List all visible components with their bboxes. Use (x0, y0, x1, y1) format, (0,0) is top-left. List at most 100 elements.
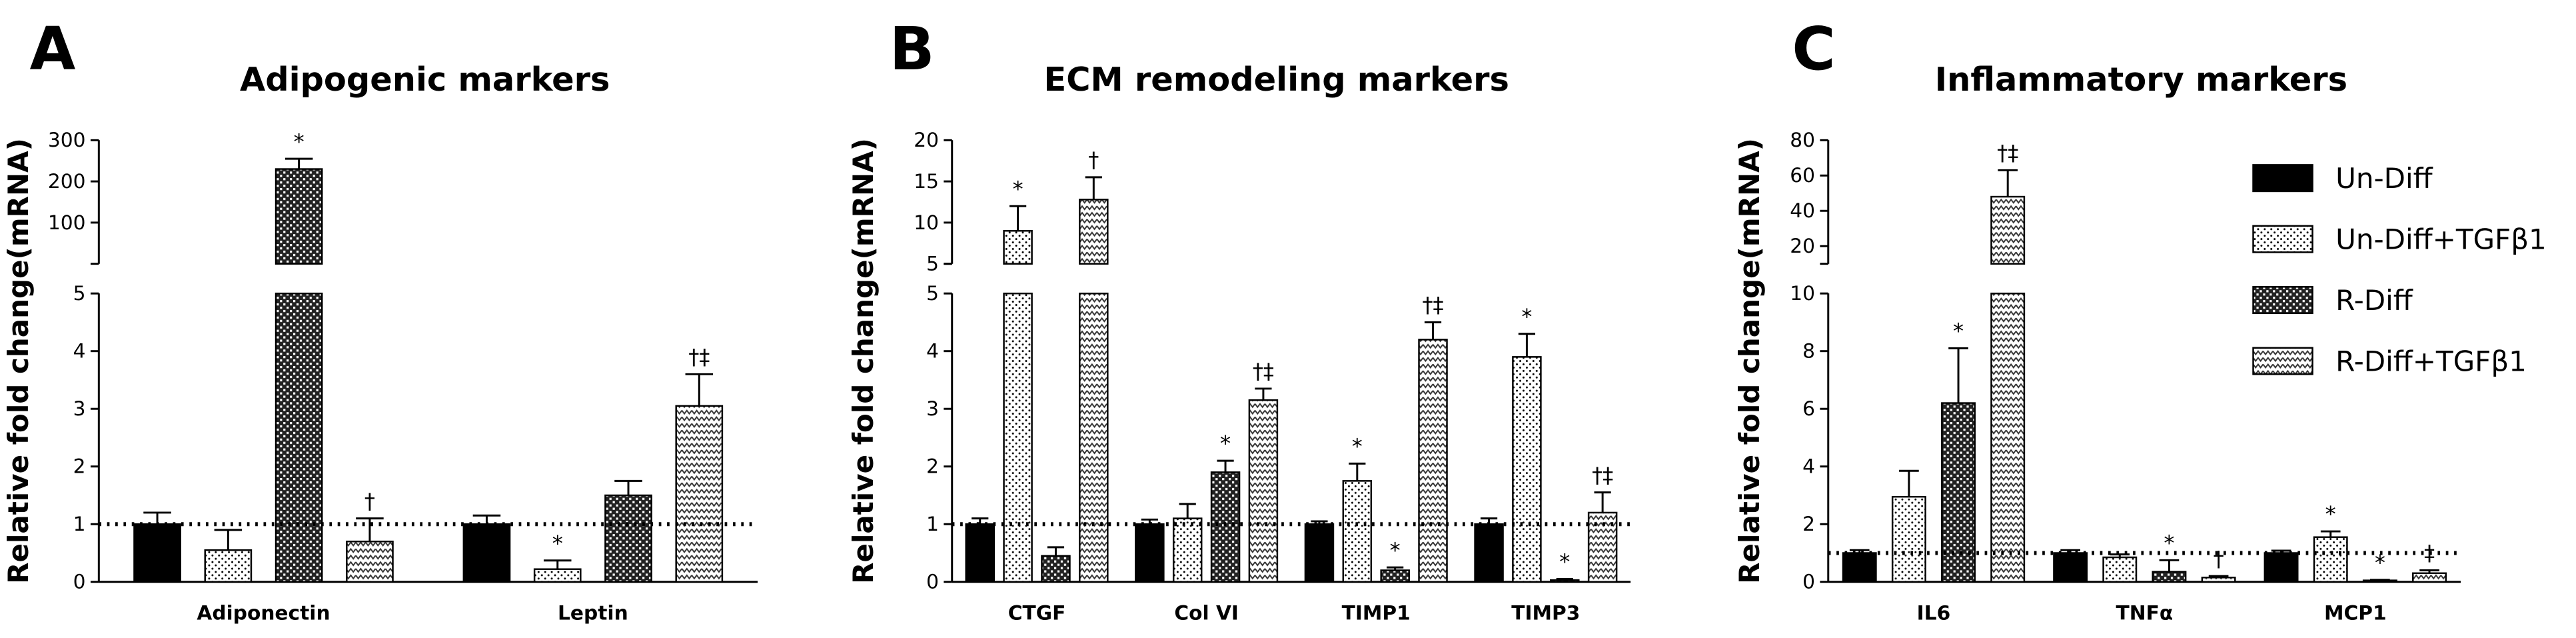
bar (1003, 292, 1033, 583)
panel-letter: C (1792, 14, 1835, 83)
bar (133, 523, 181, 583)
error-bar (1387, 566, 1404, 571)
y-tick-label: 20 (1790, 234, 1815, 257)
bar (1210, 471, 1241, 583)
significance-mark: † (1088, 147, 1099, 173)
bar (2201, 577, 2236, 583)
error-bar (1518, 333, 1536, 357)
bar (1079, 199, 1109, 265)
legend-swatch (2252, 286, 2313, 315)
panel-letter: A (29, 14, 75, 83)
bar (1512, 356, 1542, 583)
y-tick-label: 5 (73, 281, 86, 305)
panel-letter: B (890, 14, 935, 83)
significance-mark: * (294, 129, 305, 154)
chart-title: Inflammatory markers (1935, 60, 2347, 99)
significance-mark: † (364, 489, 375, 514)
bar (1003, 230, 1033, 265)
error-bar (2419, 569, 2439, 573)
x-tick-label: Leptin (558, 601, 628, 625)
error-bar (1009, 205, 1027, 231)
significance-mark: * (1220, 431, 1231, 456)
y-tick-label: 20 (914, 128, 939, 151)
legend-swatch (2252, 347, 2313, 375)
x-tick-label: Adiponectin (197, 601, 330, 625)
significance-mark: * (2164, 530, 2174, 555)
y-tick-label: 2 (926, 455, 939, 478)
significance-mark: †‡ (688, 344, 710, 369)
bar (604, 494, 652, 583)
bar (1842, 552, 1877, 583)
error-bar (1424, 321, 1442, 340)
error-bar (1255, 387, 1272, 401)
error-bar (2208, 575, 2229, 578)
legend-label: Un-Diff (2335, 162, 2433, 195)
bar (1891, 495, 1926, 583)
bar (1248, 399, 1279, 583)
y-tick-label: 0 (73, 570, 86, 593)
significance-mark: * (1559, 549, 1570, 575)
bar (1941, 402, 1976, 583)
significance-mark: †‡ (1253, 359, 1274, 384)
y-tick-label: 4 (1802, 455, 1815, 478)
bar (1474, 523, 1504, 583)
significance-mark: * (1352, 434, 1363, 459)
bar (204, 549, 253, 583)
y-tick-label: 0 (1802, 570, 1815, 593)
y-tick-label: 3 (73, 397, 86, 420)
error-bar (1085, 176, 1102, 200)
y-tick-label: 8 (1802, 339, 1815, 363)
error-bar (1998, 169, 2018, 197)
bar (1172, 517, 1203, 583)
significance-mark: †‡ (1422, 293, 1443, 318)
legend-swatch (2252, 164, 2313, 193)
error-bar (214, 529, 243, 551)
bar (2313, 536, 2348, 583)
bar (1550, 579, 1580, 583)
y-axis-label: Relative fold change(mRNA) (1733, 138, 1766, 584)
legend-swatch (2252, 225, 2313, 253)
y-tick-label: 1 (926, 512, 939, 535)
error-bar (614, 479, 642, 495)
error-bar (1217, 459, 1234, 473)
bar (1342, 480, 1373, 583)
x-tick-label: TIMP1 (1342, 601, 1411, 625)
bar (462, 523, 511, 583)
bar (346, 540, 394, 583)
significance-mark: †‡ (1997, 140, 2018, 165)
y-tick-label: 1 (73, 512, 86, 535)
error-bar (1899, 469, 1919, 497)
bar (1418, 339, 1448, 583)
bar (2263, 552, 2299, 583)
y-tick-label: 80 (1790, 128, 1815, 151)
x-tick-label: TNFα (2116, 601, 2174, 625)
significance-mark: * (2325, 501, 2336, 527)
x-tick-label: Col VI (1174, 601, 1239, 625)
error-bar (1948, 347, 1968, 403)
y-tick-label: 10 (1790, 281, 1815, 305)
bar (1990, 195, 2026, 265)
error-bar (1311, 520, 1328, 525)
error-bar (2320, 530, 2341, 537)
y-tick-label: 0 (926, 570, 939, 593)
y-tick-label: 6 (1802, 397, 1815, 420)
y-tick-label: 5 (926, 252, 939, 275)
y-tick-label: 15 (914, 169, 939, 193)
error-bar (356, 517, 384, 542)
y-tick-label: 3 (926, 397, 939, 420)
bar (965, 523, 995, 583)
error-bar (685, 373, 714, 406)
x-tick-label: IL6 (1917, 601, 1951, 625)
y-tick-label: 2 (73, 455, 86, 478)
error-bar (543, 559, 572, 569)
error-bar (1047, 546, 1065, 556)
y-axis-label: Relative fold change(mRNA) (847, 138, 880, 584)
bar (2412, 572, 2447, 583)
bar (275, 292, 323, 583)
bar (1079, 292, 1109, 583)
significance-mark: * (1013, 176, 1023, 201)
bar (275, 168, 323, 265)
x-tick-label: TIMP3 (1511, 601, 1580, 625)
bar (1304, 523, 1335, 583)
